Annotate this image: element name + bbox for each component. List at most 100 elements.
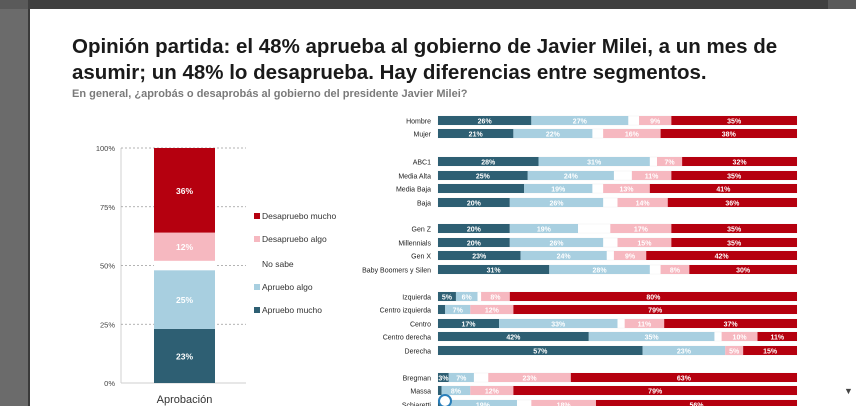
legend-swatch-apruebo_algo: [254, 284, 260, 290]
segment-data-label: 15%: [763, 349, 778, 356]
segment-data-label: 23%: [472, 254, 487, 261]
segment-apruebo_algo: [527, 171, 614, 180]
segment-data-label: 10%: [733, 335, 748, 342]
legend-swatch-apruebo_mucho: [254, 307, 260, 313]
segment-data-label: 32%: [733, 160, 748, 167]
window-top-bar: [0, 0, 856, 9]
segment-apruebo_mucho: [438, 184, 525, 193]
segment-desapruebo_mucho: [513, 305, 797, 314]
segment-apruebo_algo: [509, 198, 604, 207]
slide: Opinión partida: el 48% aprueba al gobie…: [38, 9, 839, 406]
segment-desapruebo_mucho: [646, 251, 797, 260]
segment-apruebo_algo: [524, 184, 593, 193]
left-margin: [28, 9, 38, 406]
bar-data-label: 36%: [176, 186, 193, 196]
segment-apruebo_algo: [448, 373, 474, 382]
left-border-line: [28, 9, 30, 406]
row-label: Media Alta: [398, 174, 431, 181]
segment-data-label: 11%: [645, 174, 659, 181]
segment-data-label: 31%: [487, 268, 502, 275]
segment-apruebo_algo: [509, 238, 604, 247]
segment-apruebo_mucho: [438, 198, 510, 207]
segment-apruebo_algo: [441, 386, 471, 395]
y-tick-label: 75%: [100, 203, 115, 212]
segment-desapruebo_mucho: [682, 157, 797, 166]
segment-apruebo_mucho: [438, 305, 446, 314]
vertical-scrollbar[interactable]: [839, 9, 856, 406]
segment-data-label: 26%: [549, 201, 564, 208]
segment-desapruebo_algo: [481, 292, 510, 301]
slide-subtitle: En general, ¿aprobás o desaprobás al gob…: [72, 88, 468, 100]
slide-title: Opinión partida: el 48% aprueba al gobie…: [72, 35, 778, 84]
segment-apruebo_algo: [513, 129, 593, 138]
segment-data-label: 7%: [453, 308, 464, 315]
row-label: Bregman: [403, 376, 432, 383]
segment-data-label: 57%: [533, 349, 548, 356]
segment-data-label: 42%: [506, 335, 521, 342]
segment-data-label: 11%: [770, 335, 784, 342]
segment-desapruebo_mucho: [743, 346, 797, 355]
segment-desapruebo_algo: [531, 400, 596, 406]
segment-data-label: 23%: [677, 349, 692, 356]
segment-data-label: 6%: [462, 295, 473, 302]
bar-data-label: 12%: [176, 242, 193, 252]
row-label: Centro derecha: [383, 335, 431, 342]
segment-apruebo_algo: [549, 265, 650, 274]
segment-data-label: 56%: [689, 403, 704, 406]
segment-desapruebo_mucho: [671, 116, 797, 125]
segment-desapruebo_algo: [624, 319, 665, 328]
x-axis-category-label: Aprobación: [157, 394, 213, 406]
row-label: Gen Z: [412, 227, 432, 234]
row-label: Centro: [410, 322, 431, 329]
segment-data-label: 9%: [650, 119, 661, 126]
segment-apruebo_mucho: [438, 373, 449, 382]
segment-data-label: 37%: [724, 322, 739, 329]
segment-data-label: 31%: [587, 160, 602, 167]
scroll-down-arrow-icon[interactable]: ▼: [844, 386, 853, 396]
bar-apruebo_mucho: [154, 328, 215, 383]
segment-data-label: 35%: [645, 335, 660, 342]
bar-desapruebo_algo: [154, 232, 215, 261]
row-label: Baja: [417, 201, 431, 208]
segment-apruebo_algo: [642, 346, 726, 355]
segment-data-label: 24%: [564, 174, 579, 181]
bar-no_sabe: [154, 260, 215, 271]
segment-desapruebo_mucho: [671, 238, 797, 247]
segment-desapruebo_mucho: [660, 129, 797, 138]
segment-data-label: 7%: [664, 160, 675, 167]
segment-apruebo_mucho: [438, 238, 510, 247]
segment-data-label: 79%: [648, 308, 663, 315]
segment-apruebo_mucho: [438, 386, 442, 395]
segment-desapruebo_mucho: [649, 184, 797, 193]
y-tick-label: 100%: [96, 144, 116, 153]
segment-data-label: 3%: [438, 376, 449, 383]
segment-desapruebo_algo: [656, 157, 683, 166]
y-tick-label: 50%: [100, 262, 115, 271]
legend-label: Apruebo algo: [262, 282, 313, 292]
segment-desapruebo_mucho: [513, 386, 797, 395]
segment-desapruebo_mucho: [570, 373, 797, 382]
window-top-bar-inner: [28, 0, 828, 9]
segment-data-label: 20%: [467, 201, 482, 208]
segment-data-label: 11%: [638, 322, 652, 329]
bar-data-label: 23%: [176, 351, 193, 361]
segment-data-label: 27%: [573, 119, 588, 126]
segment-data-label: 35%: [727, 119, 742, 126]
segment-data-label: 5%: [729, 349, 740, 356]
segment-apruebo_mucho: [438, 251, 521, 260]
segment-data-label: 80%: [646, 295, 661, 302]
segment-data-label: 15%: [637, 241, 652, 248]
segment-apruebo_mucho: [438, 265, 550, 274]
segment-data-label: 8%: [670, 268, 681, 275]
row-label: Mujer: [413, 132, 431, 139]
legend-label: Desapruebo mucho: [262, 211, 336, 221]
segment-data-label: 18%: [557, 403, 572, 406]
segment-data-label: 13%: [619, 187, 634, 194]
selection-handle-icon[interactable]: [438, 394, 452, 406]
segment-desapruebo_algo: [725, 346, 744, 355]
row-label: ABC1: [413, 160, 431, 167]
segment-apruebo_algo: [509, 224, 579, 233]
segment-data-label: 26%: [478, 119, 493, 126]
segment-data-label: 30%: [736, 268, 751, 275]
segment-data-label: 79%: [648, 389, 663, 396]
